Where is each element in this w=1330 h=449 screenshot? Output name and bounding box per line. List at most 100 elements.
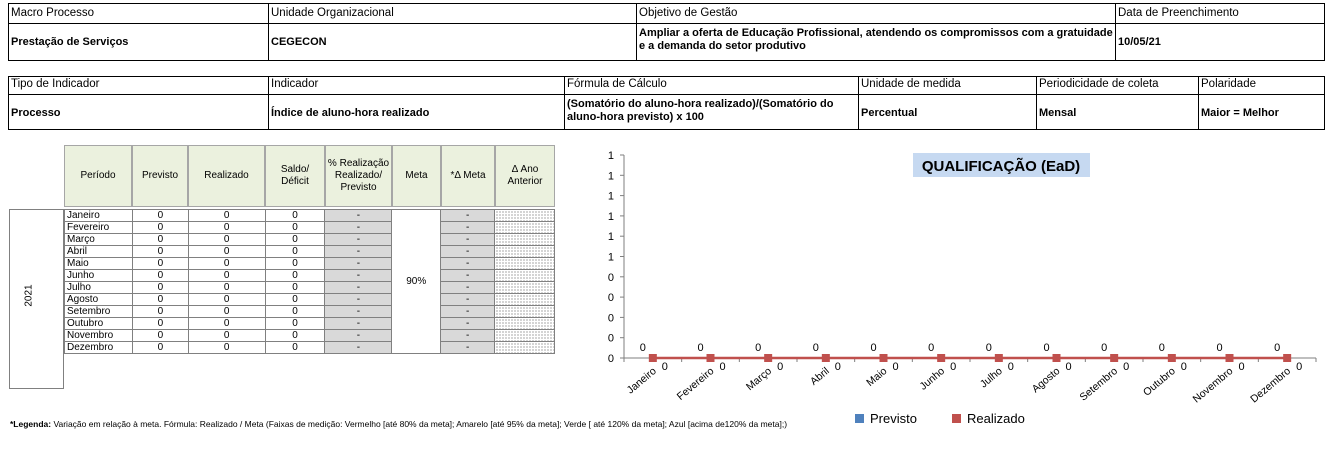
y-tick-label: 1: [608, 231, 614, 243]
col-header-saldo: Saldo/ Déficit: [265, 145, 325, 207]
delta-meta-cell: -: [440, 293, 496, 306]
unidade-organizacional-label: Unidade Organizacional: [271, 7, 394, 19]
objetivo-gestao-value: Ampliar a oferta de Educação Profissiona…: [639, 27, 1113, 52]
tipo-indicador-value: Processo: [11, 107, 61, 119]
table-row: Agosto 0 0 0- -: [64, 293, 555, 306]
data-label-realizado: 0: [1065, 361, 1071, 373]
x-category-label: Janeiro: [625, 365, 659, 396]
realizado-cell: 0: [187, 221, 266, 234]
saldo-cell: 0: [264, 221, 326, 234]
realizacao-cell: -: [324, 257, 393, 270]
data-point-realizado: [764, 354, 773, 362]
previsto-cell: 0: [131, 221, 189, 234]
legend-note: *Legenda: Variação em relação à meta. Fó…: [10, 419, 787, 429]
delta-meta-cell: -: [440, 269, 496, 282]
meta-cell: 90%: [391, 209, 442, 354]
data-label-realizado: 0: [1123, 361, 1129, 373]
delta-ano-cell: [494, 257, 555, 270]
table-row: Fevereiro 0 0 0- -: [64, 221, 555, 234]
y-tick-label: 0: [608, 333, 614, 345]
previsto-cell: 0: [131, 257, 189, 270]
data-label-previsto: 0: [986, 342, 992, 354]
table-row: Julho 0 0 0- -: [64, 281, 555, 294]
realizacao-cell: -: [324, 329, 393, 342]
data-label-previsto: 0: [928, 342, 934, 354]
data-point-realizado: [1167, 354, 1176, 362]
realizacao-cell: -: [324, 317, 393, 330]
data-label-previsto: 0: [1043, 342, 1049, 354]
delta-ano-cell: [494, 317, 555, 330]
month-cell: Maio: [64, 257, 133, 270]
data-label-previsto: 0: [640, 342, 646, 354]
delta-meta-cell: -: [440, 341, 496, 354]
delta-ano-cell: [494, 245, 555, 258]
y-tick-label: 1: [608, 252, 614, 264]
table-row: Outubro 0 0 0- -: [64, 317, 555, 330]
periodicidade-value: Mensal: [1039, 107, 1077, 119]
data-point-realizado: [821, 354, 830, 362]
realizado-cell: 0: [187, 269, 266, 282]
year-cell: [9, 209, 64, 389]
data-label-previsto: 0: [813, 342, 819, 354]
saldo-cell: 0: [264, 209, 326, 222]
table-row: Janeiro 0 0 0-90% -: [64, 209, 555, 354]
delta-meta-cell: -: [440, 221, 496, 234]
x-category-label: Junho: [917, 365, 947, 393]
saldo-cell: 0: [264, 317, 326, 330]
table-row: Dezembro 0 0 0- -: [64, 341, 555, 354]
data-label-realizado: 0: [662, 361, 668, 373]
y-tick-label: 0: [608, 353, 614, 365]
data-point-realizado: [1283, 354, 1292, 362]
data-label-previsto: 0: [1101, 342, 1107, 354]
table-row: Novembro 0 0 0- -: [64, 329, 555, 342]
data-point-realizado: [706, 354, 715, 362]
saldo-cell: 0: [264, 341, 326, 354]
y-tick-label: 1: [608, 150, 614, 162]
delta-meta-cell: -: [440, 317, 496, 330]
x-category-label: Outubro: [1141, 365, 1178, 399]
month-cell: Outubro: [64, 317, 133, 330]
delta-ano-cell: [494, 281, 555, 294]
col-header-delta-meta: *Δ Meta: [441, 145, 495, 207]
data-label-realizado: 0: [950, 361, 956, 373]
y-tick-label: 1: [608, 191, 614, 203]
data-label-realizado: 0: [777, 361, 783, 373]
legend-label-previsto: Previsto: [870, 411, 917, 426]
month-cell: Dezembro: [64, 341, 133, 354]
month-cell: Setembro: [64, 305, 133, 318]
realizacao-cell: -: [324, 281, 393, 294]
data-label-realizado: 0: [1008, 361, 1014, 373]
table-row: Maio 0 0 0- -: [64, 257, 555, 270]
previsto-cell: 0: [131, 269, 189, 282]
saldo-cell: 0: [264, 245, 326, 258]
saldo-cell: 0: [264, 233, 326, 246]
x-category-label: Março: [744, 365, 774, 393]
monthly-data-table: Janeiro 0 0 0-90% - Fevereiro 0 0 0- - Março 0 0 0- - A…: [64, 209, 555, 354]
macro-processo-value: Prestação de Serviços: [11, 36, 129, 48]
saldo-cell: 0: [264, 293, 326, 306]
data-preenchimento-value: 10/05/21: [1118, 36, 1161, 48]
data-label-realizado: 0: [1238, 361, 1244, 373]
realizado-cell: 0: [187, 245, 266, 258]
formula-calculo-value: (Somatório do aluno-hora realizado)/(Som…: [567, 98, 834, 123]
saldo-cell: 0: [264, 281, 326, 294]
legend-note-prefix: *Legenda:: [10, 419, 52, 429]
x-category-label: Dezembro: [1248, 365, 1293, 405]
x-category-label: Maio: [864, 365, 889, 389]
realizacao-cell: -: [324, 305, 393, 318]
col-header-meta: Meta: [392, 145, 441, 207]
delta-ano-cell: [494, 293, 555, 306]
realizado-cell: 0: [187, 293, 266, 306]
month-cell: Agosto: [64, 293, 133, 306]
data-point-realizado: [937, 354, 946, 362]
saldo-cell: 0: [264, 329, 326, 342]
realizacao-cell: -: [324, 269, 393, 282]
indicador-value: Índice de aluno-hora realizado: [271, 107, 430, 119]
previsto-cell: 0: [131, 305, 189, 318]
data-label-previsto: 0: [697, 342, 703, 354]
data-point-realizado: [648, 354, 657, 362]
data-point-realizado: [994, 354, 1003, 362]
y-tick-label: 0: [608, 292, 614, 304]
delta-meta-cell: -: [440, 281, 496, 294]
month-cell: Junho: [64, 269, 133, 282]
